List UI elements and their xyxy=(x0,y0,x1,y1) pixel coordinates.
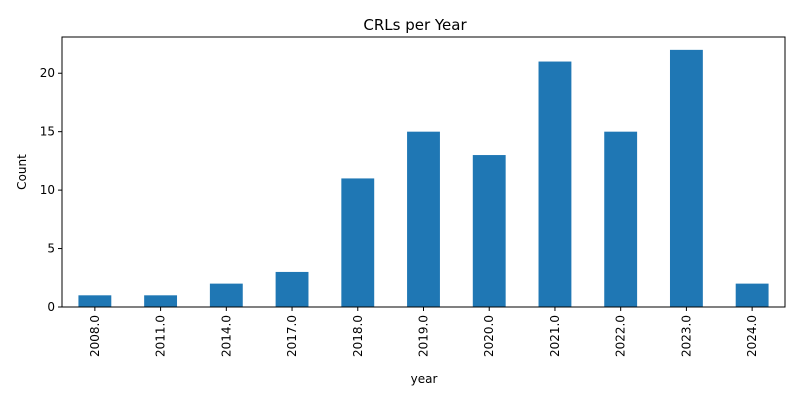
bar-2017.0 xyxy=(275,271,309,307)
x-tick-label: 2017.0 xyxy=(285,315,299,357)
x-tick-label: 2018.0 xyxy=(351,315,365,357)
y-axis-label: Count xyxy=(15,154,29,190)
bar-2023.0 xyxy=(669,49,703,307)
x-tick-label: 2014.0 xyxy=(219,315,233,357)
chart-title: CRLs per Year xyxy=(363,16,467,34)
y-tick-label: 20 xyxy=(40,66,55,80)
bar-2011.0 xyxy=(144,295,178,307)
y-axis: 0 5 10 15 20 xyxy=(40,66,62,314)
bar-2024.0 xyxy=(735,283,769,307)
x-tick-label: 2019.0 xyxy=(417,315,431,357)
x-tick-label: 2022.0 xyxy=(614,315,628,357)
bar-2021.0 xyxy=(538,61,572,307)
x-axis: 2008.0 2011.0 2014.0 2017.0 2018.0 2019.0 2020… xyxy=(88,307,759,357)
y-tick-label: 15 xyxy=(40,125,55,139)
bars-group xyxy=(78,49,769,307)
x-tick-label: 2023.0 xyxy=(679,315,693,357)
x-tick-label: 2011.0 xyxy=(154,315,168,357)
bar-2008.0 xyxy=(78,295,112,307)
x-tick-label: 2020.0 xyxy=(482,315,496,357)
x-tick-label: 2008.0 xyxy=(88,315,102,357)
bar-2020.0 xyxy=(472,155,506,307)
bar-2022.0 xyxy=(604,131,638,307)
plot-frame xyxy=(61,36,786,308)
y-tick-label: 10 xyxy=(40,183,55,197)
y-tick-label: 5 xyxy=(47,242,55,256)
bar-2019.0 xyxy=(407,131,440,307)
bar-2018.0 xyxy=(341,178,375,307)
y-tick-label: 0 xyxy=(47,300,55,314)
x-tick-label: 2021.0 xyxy=(548,315,562,357)
x-axis-label: year xyxy=(411,372,438,386)
bar-2014.0 xyxy=(209,283,243,307)
x-tick-label: 2024.0 xyxy=(745,315,759,357)
